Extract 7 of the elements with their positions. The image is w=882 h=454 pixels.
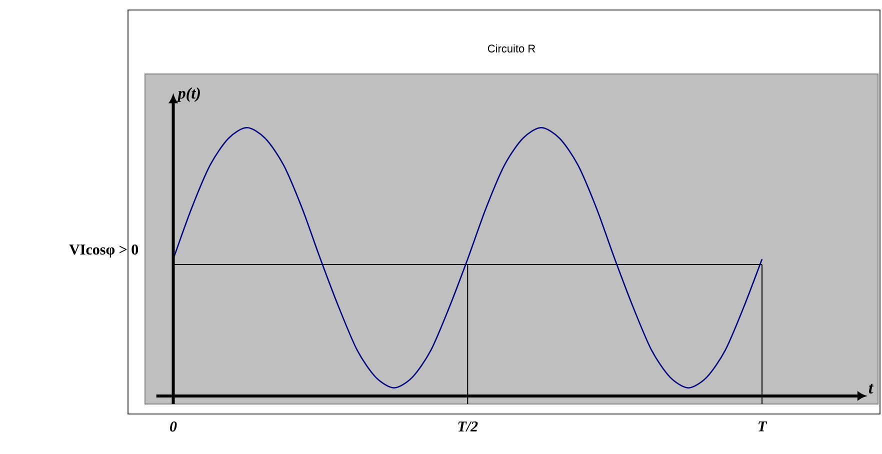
y-axis-title: p(t) [176,87,200,102]
x-tick-label: T/2 [458,421,478,432]
text: t [868,384,874,394]
chart-title: Circuito R [488,44,536,52]
ref-line-label: VIcosφ > 0 [69,244,138,258]
x-tick-label: T [758,421,768,432]
x-tick-label: 0 [170,421,177,432]
